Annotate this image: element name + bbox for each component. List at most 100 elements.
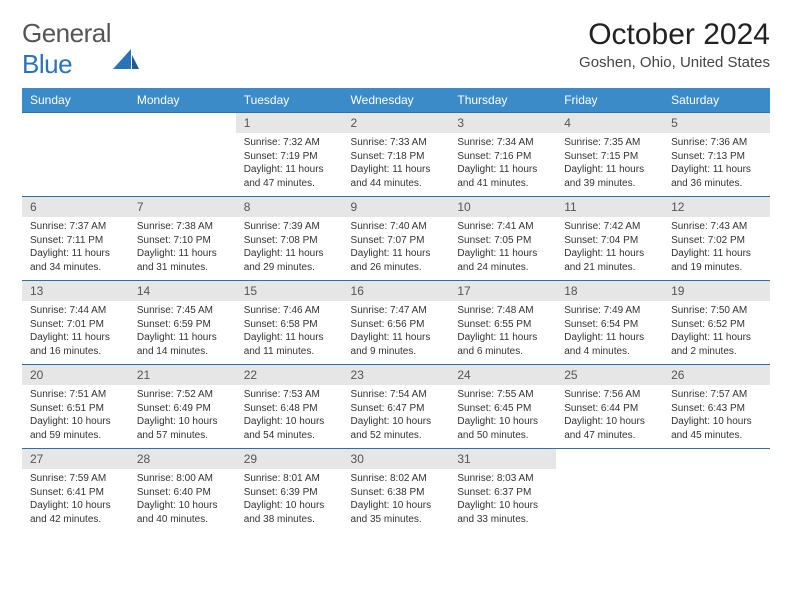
daylight-line1: Daylight: 10 hours bbox=[30, 415, 121, 429]
daylight-line2: and 34 minutes. bbox=[30, 261, 121, 275]
sunset-line: Sunset: 6:51 PM bbox=[30, 402, 121, 416]
day-number: 28 bbox=[129, 449, 236, 469]
day-details: Sunrise: 7:39 AMSunset: 7:08 PMDaylight:… bbox=[236, 217, 343, 278]
day-number: 22 bbox=[236, 365, 343, 385]
calendar-cell: 22Sunrise: 7:53 AMSunset: 6:48 PMDayligh… bbox=[236, 365, 343, 449]
day-number: 11 bbox=[556, 197, 663, 217]
sunrise-line: Sunrise: 7:40 AM bbox=[351, 220, 442, 234]
sunset-line: Sunset: 6:58 PM bbox=[244, 318, 335, 332]
calendar-row: 27Sunrise: 7:59 AMSunset: 6:41 PMDayligh… bbox=[22, 449, 770, 533]
day-number: 27 bbox=[22, 449, 129, 469]
calendar-cell: 24Sunrise: 7:55 AMSunset: 6:45 PMDayligh… bbox=[449, 365, 556, 449]
daylight-line1: Daylight: 10 hours bbox=[457, 499, 548, 513]
sunrise-line: Sunrise: 7:56 AM bbox=[564, 388, 655, 402]
sunset-line: Sunset: 7:13 PM bbox=[671, 150, 762, 164]
daylight-line2: and 14 minutes. bbox=[137, 345, 228, 359]
day-number: 29 bbox=[236, 449, 343, 469]
weekday-header: Wednesday bbox=[343, 88, 450, 113]
daylight-line2: and 47 minutes. bbox=[564, 429, 655, 443]
day-details: Sunrise: 7:35 AMSunset: 7:15 PMDaylight:… bbox=[556, 133, 663, 194]
daylight-line1: Daylight: 11 hours bbox=[457, 331, 548, 345]
sunset-line: Sunset: 6:41 PM bbox=[30, 486, 121, 500]
daylight-line2: and 31 minutes. bbox=[137, 261, 228, 275]
calendar-cell: 19Sunrise: 7:50 AMSunset: 6:52 PMDayligh… bbox=[663, 281, 770, 365]
calendar-row: 20Sunrise: 7:51 AMSunset: 6:51 PMDayligh… bbox=[22, 365, 770, 449]
sunrise-line: Sunrise: 7:34 AM bbox=[457, 136, 548, 150]
sunset-line: Sunset: 6:47 PM bbox=[351, 402, 442, 416]
daylight-line2: and 11 minutes. bbox=[244, 345, 335, 359]
calendar-cell: 8Sunrise: 7:39 AMSunset: 7:08 PMDaylight… bbox=[236, 197, 343, 281]
daylight-line2: and 54 minutes. bbox=[244, 429, 335, 443]
sunrise-line: Sunrise: 7:47 AM bbox=[351, 304, 442, 318]
sail-icon bbox=[113, 49, 139, 76]
daylight-line2: and 45 minutes. bbox=[671, 429, 762, 443]
day-number: 6 bbox=[22, 197, 129, 217]
daylight-line1: Daylight: 11 hours bbox=[244, 247, 335, 261]
calendar-cell: 11Sunrise: 7:42 AMSunset: 7:04 PMDayligh… bbox=[556, 197, 663, 281]
sunset-line: Sunset: 6:39 PM bbox=[244, 486, 335, 500]
calendar-body: ....1Sunrise: 7:32 AMSunset: 7:19 PMDayl… bbox=[22, 113, 770, 533]
sunset-line: Sunset: 6:59 PM bbox=[137, 318, 228, 332]
daylight-line2: and 38 minutes. bbox=[244, 513, 335, 527]
day-number: 25 bbox=[556, 365, 663, 385]
day-number: 13 bbox=[22, 281, 129, 301]
daylight-line1: Daylight: 10 hours bbox=[137, 415, 228, 429]
calendar-cell: 13Sunrise: 7:44 AMSunset: 7:01 PMDayligh… bbox=[22, 281, 129, 365]
day-number: 8 bbox=[236, 197, 343, 217]
sunset-line: Sunset: 7:07 PM bbox=[351, 234, 442, 248]
weekday-header: Thursday bbox=[449, 88, 556, 113]
day-number: 7 bbox=[129, 197, 236, 217]
daylight-line1: Daylight: 11 hours bbox=[671, 331, 762, 345]
day-details: Sunrise: 7:53 AMSunset: 6:48 PMDaylight:… bbox=[236, 385, 343, 446]
daylight-line1: Daylight: 11 hours bbox=[671, 163, 762, 177]
calendar-cell: 27Sunrise: 7:59 AMSunset: 6:41 PMDayligh… bbox=[22, 449, 129, 533]
sunrise-line: Sunrise: 8:01 AM bbox=[244, 472, 335, 486]
daylight-line2: and 50 minutes. bbox=[457, 429, 548, 443]
daylight-line1: Daylight: 10 hours bbox=[137, 499, 228, 513]
sunrise-line: Sunrise: 8:03 AM bbox=[457, 472, 548, 486]
daylight-line1: Daylight: 11 hours bbox=[30, 247, 121, 261]
day-details: Sunrise: 7:33 AMSunset: 7:18 PMDaylight:… bbox=[343, 133, 450, 194]
day-details: Sunrise: 7:44 AMSunset: 7:01 PMDaylight:… bbox=[22, 301, 129, 362]
daylight-line1: Daylight: 11 hours bbox=[351, 247, 442, 261]
brand-part2: Blue bbox=[22, 49, 72, 79]
weekday-header: Sunday bbox=[22, 88, 129, 113]
daylight-line1: Daylight: 10 hours bbox=[30, 499, 121, 513]
day-number: 24 bbox=[449, 365, 556, 385]
calendar-cell: 20Sunrise: 7:51 AMSunset: 6:51 PMDayligh… bbox=[22, 365, 129, 449]
sunset-line: Sunset: 6:43 PM bbox=[671, 402, 762, 416]
day-details: Sunrise: 7:54 AMSunset: 6:47 PMDaylight:… bbox=[343, 385, 450, 446]
sunset-line: Sunset: 6:52 PM bbox=[671, 318, 762, 332]
calendar-cell: .. bbox=[129, 113, 236, 197]
sunset-line: Sunset: 7:18 PM bbox=[351, 150, 442, 164]
daylight-line1: Daylight: 11 hours bbox=[137, 247, 228, 261]
day-number: 9 bbox=[343, 197, 450, 217]
daylight-line1: Daylight: 11 hours bbox=[457, 247, 548, 261]
daylight-line2: and 9 minutes. bbox=[351, 345, 442, 359]
day-number: 19 bbox=[663, 281, 770, 301]
day-number: 12 bbox=[663, 197, 770, 217]
calendar-cell: 16Sunrise: 7:47 AMSunset: 6:56 PMDayligh… bbox=[343, 281, 450, 365]
day-number: 30 bbox=[343, 449, 450, 469]
daylight-line2: and 44 minutes. bbox=[351, 177, 442, 191]
day-details: Sunrise: 7:51 AMSunset: 6:51 PMDaylight:… bbox=[22, 385, 129, 446]
sunset-line: Sunset: 7:01 PM bbox=[30, 318, 121, 332]
calendar-cell: 5Sunrise: 7:36 AMSunset: 7:13 PMDaylight… bbox=[663, 113, 770, 197]
daylight-line1: Daylight: 10 hours bbox=[351, 415, 442, 429]
day-details: Sunrise: 7:45 AMSunset: 6:59 PMDaylight:… bbox=[129, 301, 236, 362]
calendar-cell: 30Sunrise: 8:02 AMSunset: 6:38 PMDayligh… bbox=[343, 449, 450, 533]
sunset-line: Sunset: 7:16 PM bbox=[457, 150, 548, 164]
page-title: October 2024 bbox=[579, 18, 770, 52]
day-details: Sunrise: 7:37 AMSunset: 7:11 PMDaylight:… bbox=[22, 217, 129, 278]
weekday-header: Friday bbox=[556, 88, 663, 113]
sunrise-line: Sunrise: 7:51 AM bbox=[30, 388, 121, 402]
day-details: Sunrise: 7:40 AMSunset: 7:07 PMDaylight:… bbox=[343, 217, 450, 278]
day-details: Sunrise: 8:01 AMSunset: 6:39 PMDaylight:… bbox=[236, 469, 343, 530]
daylight-line1: Daylight: 10 hours bbox=[564, 415, 655, 429]
weekday-header: Tuesday bbox=[236, 88, 343, 113]
day-number: 2 bbox=[343, 113, 450, 133]
sunset-line: Sunset: 7:19 PM bbox=[244, 150, 335, 164]
day-details: Sunrise: 7:36 AMSunset: 7:13 PMDaylight:… bbox=[663, 133, 770, 194]
daylight-line2: and 41 minutes. bbox=[457, 177, 548, 191]
day-details: Sunrise: 7:42 AMSunset: 7:04 PMDaylight:… bbox=[556, 217, 663, 278]
